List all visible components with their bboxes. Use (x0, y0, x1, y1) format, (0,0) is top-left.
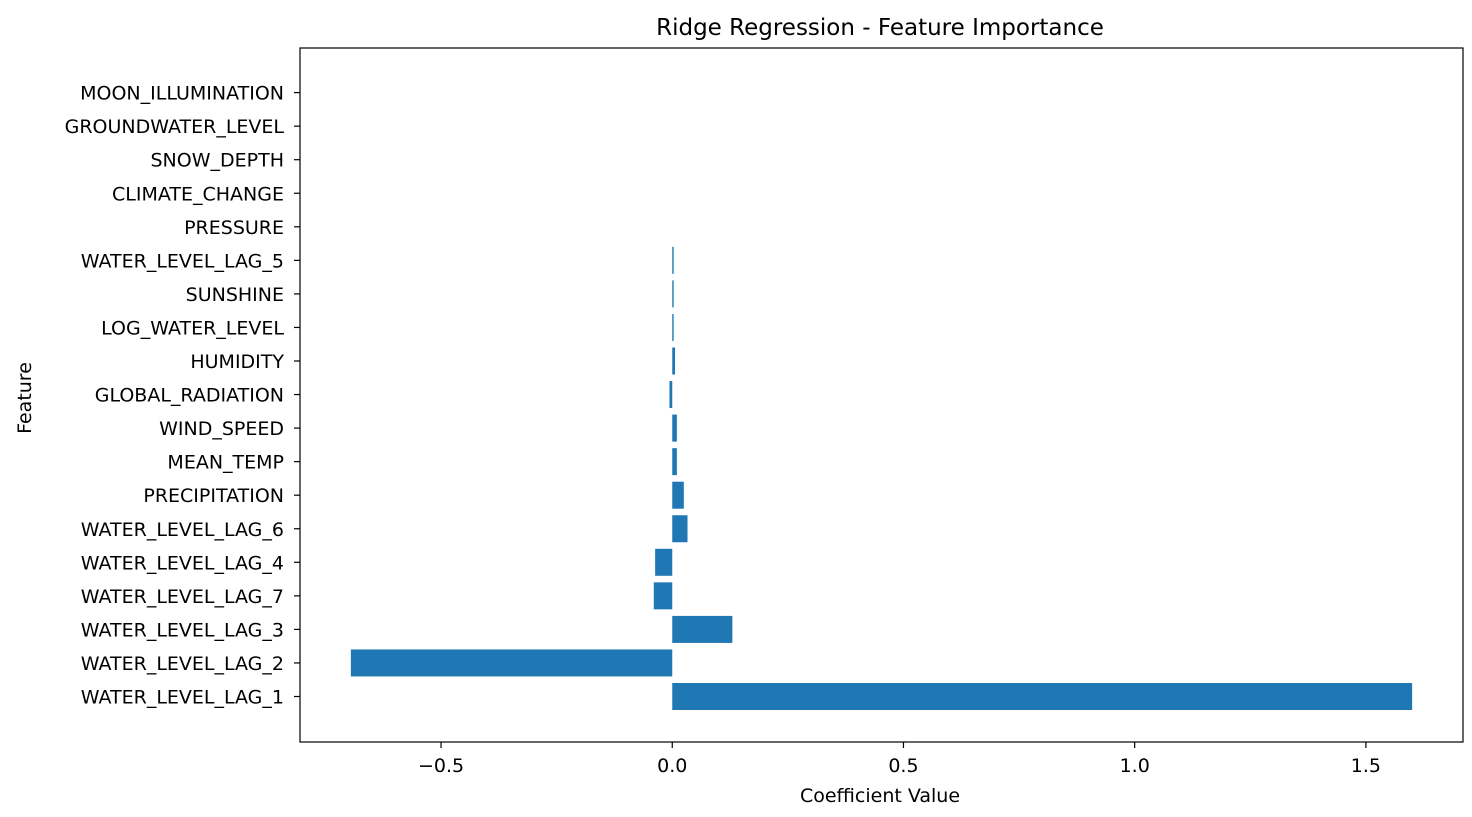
chart-title: Ridge Regression - Feature Importance (656, 15, 1104, 41)
y-tick-label: GLOBAL_RADIATION (95, 385, 284, 407)
y-tick-label: WATER_LEVEL_LAG_3 (81, 619, 284, 641)
bar-water-level-lag-4 (655, 548, 673, 576)
y-tick-label: MOON_ILLUMINATION (80, 83, 284, 105)
x-tick-label: 0.5 (888, 755, 918, 777)
y-tick-label: WATER_LEVEL_LAG_1 (81, 687, 284, 709)
x-ticks-layer: −0.5 0.0 0.5 1.0 1.5 (418, 742, 1381, 777)
y-tick-label: PRESSURE (184, 217, 284, 239)
y-tick-label: HUMIDITY (190, 351, 284, 373)
bar-log-water-level (672, 313, 674, 341)
bar-water-level-lag-5 (672, 246, 674, 274)
y-tick-label: WATER_LEVEL_LAG_4 (81, 552, 284, 574)
x-axis-label: Coefficient Value (800, 785, 960, 807)
x-tick-label: 1.5 (1351, 755, 1381, 777)
y-tick-label: SUNSHINE (186, 284, 284, 306)
y-tick-label: WATER_LEVEL_LAG_7 (81, 586, 284, 608)
bar-global-radiation (669, 381, 673, 409)
y-ticks-layer: WATER_LEVEL_LAG_1 WATER_LEVEL_LAG_2 WATER_… (65, 83, 300, 709)
y-tick-label: CLIMATE_CHANGE (112, 183, 284, 205)
bar-water-level-lag-3 (672, 615, 733, 643)
x-tick-label: −0.5 (418, 755, 464, 777)
bar-mean-temp (672, 448, 677, 476)
bars-layer (350, 246, 1413, 710)
plot-frame (299, 47, 1464, 743)
y-tick-label: WATER_LEVEL_LAG_5 (81, 250, 284, 272)
y-tick-label: MEAN_TEMP (167, 452, 284, 474)
y-tick-label: GROUNDWATER_LEVEL (65, 116, 285, 138)
bar-precipitation (672, 481, 684, 509)
bar-water-level-lag-7 (653, 582, 673, 610)
bar-water-level-lag-1 (672, 683, 1413, 710)
y-tick-label: SNOW_DEPTH (150, 150, 284, 172)
bar-water-level-lag-2 (350, 649, 673, 677)
y-tick-label: WATER_LEVEL_LAG_6 (81, 519, 284, 541)
y-tick-label: WATER_LEVEL_LAG_2 (81, 653, 284, 675)
bar-sunshine (672, 280, 674, 308)
bar-water-level-lag-6 (672, 515, 688, 543)
y-tick-label: PRECIPITATION (143, 485, 284, 507)
bar-wind-speed (672, 414, 677, 442)
x-tick-label: 0.0 (657, 755, 687, 777)
y-tick-label: LOG_WATER_LEVEL (101, 317, 284, 339)
y-axis-label: Feature (14, 362, 36, 434)
y-tick-label: WIND_SPEED (159, 418, 284, 440)
x-tick-label: 1.0 (1120, 755, 1150, 777)
bar-humidity (672, 347, 676, 375)
